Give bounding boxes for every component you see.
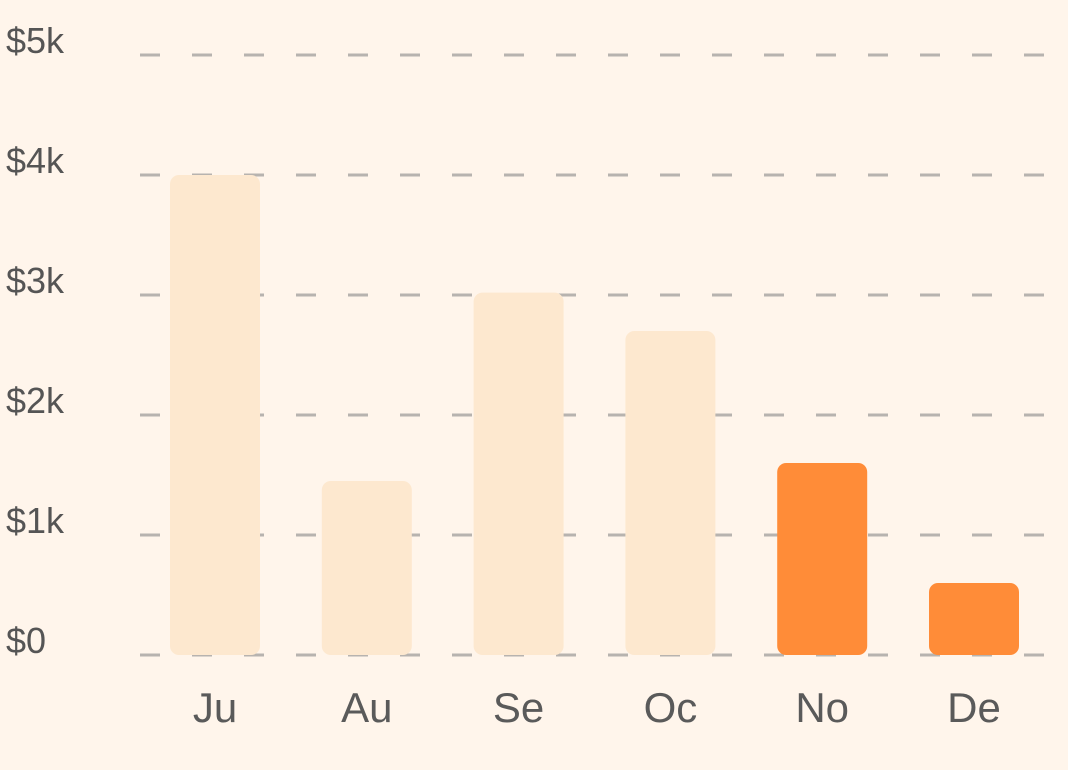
y-tick-label: $5k (6, 20, 65, 61)
y-tick-label: $4k (6, 140, 65, 181)
y-tick-label: $3k (6, 260, 65, 301)
x-axis-ticks: Ju Au Se Oc No De (193, 684, 1001, 731)
bar-de[interactable] (929, 583, 1019, 655)
bar-se[interactable] (473, 292, 564, 655)
bar-au[interactable] (321, 481, 412, 655)
x-tick-label: Se (493, 684, 544, 731)
y-tick-label: $2k (6, 380, 65, 421)
gridlines (140, 53, 1060, 657)
x-tick-label: Oc (644, 684, 698, 731)
x-tick-label: Ju (193, 684, 237, 731)
bar-ju[interactable] (170, 175, 260, 655)
x-tick-label: No (795, 684, 849, 731)
bars (170, 175, 1019, 655)
x-tick-label: Au (341, 684, 392, 731)
y-tick-label: $0 (6, 620, 46, 661)
bar-no[interactable] (777, 463, 868, 655)
x-tick-label: De (947, 684, 1001, 731)
bar-oc[interactable] (625, 331, 716, 655)
y-axis-ticks: $0 $1k $2k $3k $4k $5k (6, 20, 65, 661)
y-tick-label: $1k (6, 500, 65, 541)
